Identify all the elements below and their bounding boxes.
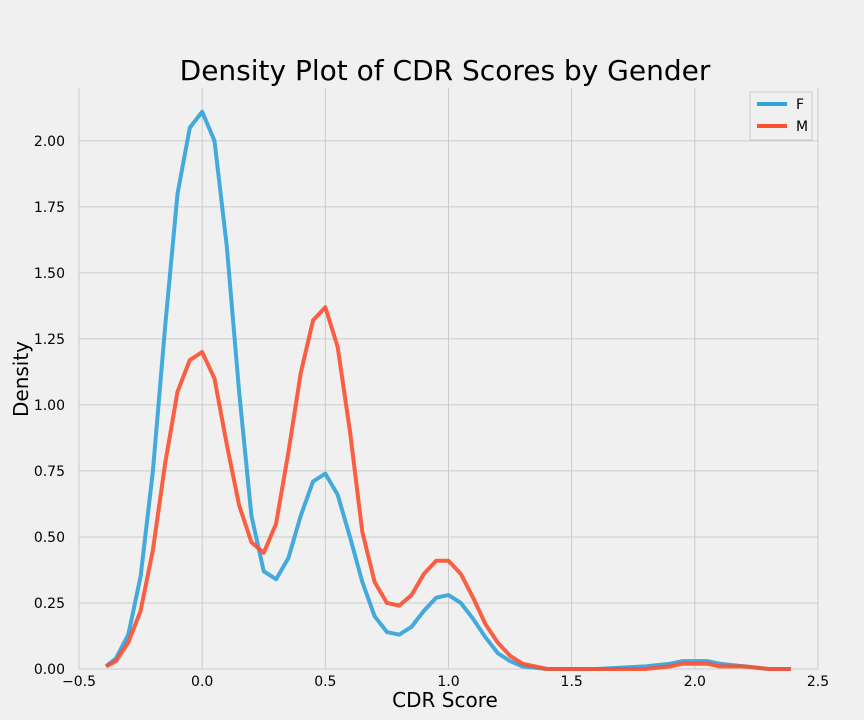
x-tick-labels: −0.5 0.0 0.5 1.0 1.5 2.0 2.5 — [62, 674, 829, 690]
series-line-m — [105, 305, 791, 671]
legend-label-m: M — [796, 119, 808, 135]
y-tick-label: 0.75 — [34, 464, 65, 480]
x-axis-label: CDR Score — [392, 688, 498, 712]
x-tick-label: 0.0 — [191, 674, 213, 690]
x-tick-label: 0.5 — [314, 674, 336, 690]
x-tick-label: 1.5 — [561, 674, 583, 690]
series-line-f — [104, 109, 791, 671]
y-tick-labels: 0.00 0.25 0.50 0.75 1.00 1.25 1.50 1.75 2.00 — [34, 134, 65, 678]
series-lines — [104, 109, 791, 671]
y-tick-label: 0.50 — [34, 530, 65, 546]
x-tick-label: 2.5 — [807, 674, 829, 690]
y-tick-label: 1.25 — [34, 332, 65, 348]
y-tick-label: 0.25 — [34, 596, 65, 612]
legend: F M — [749, 91, 813, 141]
y-tick-label: 1.00 — [34, 398, 65, 414]
y-tick-label: 2.00 — [34, 134, 65, 150]
y-tick-label: 1.50 — [34, 266, 65, 282]
x-tick-label: 1.0 — [437, 674, 459, 690]
legend-label-f: F — [796, 97, 804, 113]
x-tick-label: 2.0 — [684, 674, 706, 690]
y-tick-label: 0.00 — [34, 662, 65, 678]
legend-box — [749, 91, 813, 141]
y-tick-label: 1.75 — [34, 200, 65, 216]
x-tick-label: −0.5 — [62, 674, 96, 690]
grid — [78, 88, 819, 670]
chart-title: Density Plot of CDR Scores by Gender — [180, 54, 711, 87]
y-axis-label: Density — [9, 341, 33, 417]
